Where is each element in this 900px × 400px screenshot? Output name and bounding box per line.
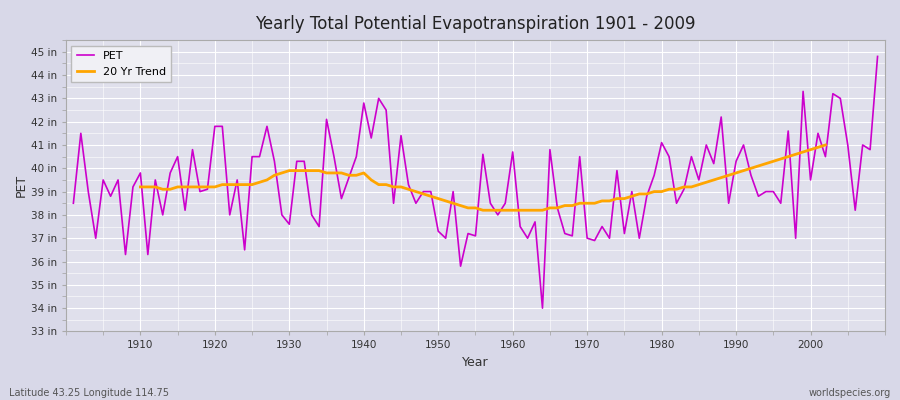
20 Yr Trend [485,208,496,213]
20 Yr Trend [478,208,489,213]
PET [128,184,139,189]
20 Yr Trend [135,184,146,189]
Text: Latitude 43.25 Longitude 114.75: Latitude 43.25 Longitude 114.75 [9,388,169,398]
Line: 20 Yr Trend: 20 Yr Trend [140,145,825,210]
Text: worldspecies.org: worldspecies.org [809,388,891,398]
Legend: PET, 20 Yr Trend: PET, 20 Yr Trend [71,46,171,82]
20 Yr Trend [619,196,630,201]
PET [508,150,518,154]
20 Yr Trend [224,182,235,187]
PET [500,201,510,206]
Line: PET: PET [74,56,878,308]
20 Yr Trend [686,184,697,189]
20 Yr Trend [820,142,831,147]
20 Yr Trend [247,182,257,187]
Title: Yearly Total Potential Evapotranspiration 1901 - 2009: Yearly Total Potential Evapotranspiratio… [256,15,696,33]
PET [68,201,79,206]
20 Yr Trend [276,170,287,175]
PET [604,236,615,240]
X-axis label: Year: Year [463,356,489,369]
Y-axis label: PET: PET [15,174,28,197]
PET [336,196,346,201]
PET [537,306,548,310]
PET [872,54,883,59]
PET [292,159,302,164]
